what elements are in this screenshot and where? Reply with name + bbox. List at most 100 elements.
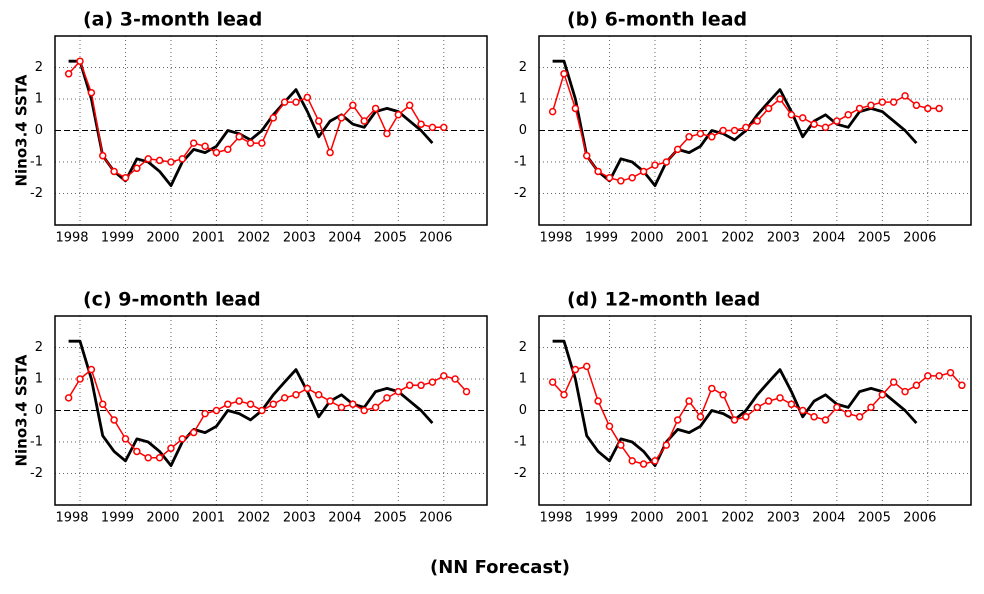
forecast-marker bbox=[201, 409, 209, 418]
forecast-marker bbox=[833, 403, 841, 412]
y-tick-label: 0 bbox=[519, 403, 527, 418]
forecast-marker bbox=[605, 174, 614, 182]
x-tick-label: 2006 bbox=[903, 231, 936, 246]
forecast-marker bbox=[337, 114, 346, 122]
forecast-marker bbox=[189, 428, 198, 437]
forecast-marker bbox=[571, 365, 580, 374]
forecast-marker bbox=[764, 104, 773, 113]
forecast-marker bbox=[417, 381, 425, 390]
y-tick-label: 0 bbox=[519, 123, 527, 138]
plot-frame bbox=[54, 35, 488, 226]
forecast-marker bbox=[314, 117, 323, 125]
forecast-marker bbox=[798, 406, 807, 415]
forecast-marker bbox=[212, 406, 221, 415]
forecast-marker bbox=[719, 126, 727, 135]
forecast-marker bbox=[428, 378, 437, 386]
forecast-marker bbox=[651, 161, 659, 169]
x-tick-label: 2001 bbox=[192, 231, 225, 246]
x-tick-label: 2002 bbox=[721, 511, 754, 526]
forecast-marker bbox=[383, 129, 391, 138]
forecast-marker bbox=[958, 381, 966, 390]
forecast-marker bbox=[167, 444, 175, 453]
x-tick-label: 2000 bbox=[146, 511, 179, 526]
x-tick-label: 1998 bbox=[55, 231, 88, 246]
forecast-marker bbox=[121, 174, 130, 182]
forecast-marker bbox=[571, 104, 580, 113]
forecast-marker bbox=[144, 155, 152, 163]
forecast-marker bbox=[269, 114, 278, 122]
x-tick-label: 2001 bbox=[676, 511, 709, 526]
forecast-marker bbox=[810, 120, 818, 128]
forecast-marker bbox=[326, 148, 334, 157]
y-tick-label: -2 bbox=[30, 186, 43, 201]
forecast-marker bbox=[628, 457, 636, 465]
forecast-marker bbox=[889, 98, 898, 106]
forecast-marker bbox=[189, 139, 198, 147]
forecast-marker bbox=[548, 107, 557, 116]
forecast-marker bbox=[912, 101, 921, 110]
forecast-marker bbox=[417, 120, 425, 128]
y-tick-label: 1 bbox=[519, 92, 527, 107]
panel-title: (c) 9-month lead bbox=[83, 289, 261, 311]
forecast-marker bbox=[753, 117, 762, 125]
plot-frame bbox=[538, 35, 972, 226]
y-tick-label: 2 bbox=[35, 60, 43, 75]
y-tick-label: 1 bbox=[519, 372, 527, 387]
forecast-marker bbox=[121, 435, 130, 443]
forecast-marker bbox=[696, 413, 705, 421]
forecast-marker bbox=[617, 177, 625, 185]
forecast-marker bbox=[303, 93, 312, 102]
x-tick-label: 2004 bbox=[812, 231, 845, 246]
x-tick-label: 1998 bbox=[539, 231, 572, 246]
y-tick-label: 0 bbox=[35, 403, 43, 418]
forecast-marker bbox=[639, 167, 648, 176]
forecast-marker bbox=[371, 403, 380, 412]
x-tick-label: 2004 bbox=[328, 511, 361, 526]
forecast-marker bbox=[617, 441, 625, 449]
forecast-marker bbox=[64, 394, 73, 402]
forecast-marker bbox=[280, 98, 289, 106]
y-tick-label: 2 bbox=[519, 60, 527, 75]
forecast-marker bbox=[855, 104, 864, 113]
forecast-marker bbox=[719, 391, 727, 399]
forecast-marker bbox=[787, 400, 796, 408]
x-tick-label: 2005 bbox=[374, 511, 407, 526]
forecast-marker bbox=[685, 397, 693, 405]
forecast-marker bbox=[133, 447, 141, 456]
forecast-marker bbox=[394, 111, 403, 119]
x-tick-label: 2002 bbox=[237, 231, 270, 246]
y-tick-label: 2 bbox=[35, 340, 43, 355]
forecast-marker bbox=[742, 413, 750, 421]
forecast-marker bbox=[742, 123, 750, 132]
y-axis-label: Nino3.4 SSTA bbox=[13, 74, 31, 186]
forecast-marker bbox=[844, 111, 852, 119]
forecast-marker bbox=[87, 88, 96, 97]
forecast-marker bbox=[582, 151, 591, 160]
forecast-marker bbox=[924, 372, 932, 380]
forecast-marker bbox=[582, 362, 591, 371]
forecast-marker bbox=[314, 391, 323, 399]
y-tick-label: -1 bbox=[30, 435, 43, 450]
forecast-marker bbox=[946, 368, 955, 377]
observed-line bbox=[552, 339, 918, 467]
forecast-marker bbox=[844, 409, 852, 418]
forecast-marker bbox=[451, 375, 459, 383]
x-tick-label: 1999 bbox=[101, 511, 134, 526]
forecast-marker bbox=[776, 394, 784, 402]
x-tick-label: 2001 bbox=[192, 511, 225, 526]
forecast-marker bbox=[258, 139, 266, 147]
y-tick-label: 1 bbox=[35, 92, 43, 107]
forecast-marker bbox=[878, 391, 887, 399]
x-tick-label: 1998 bbox=[539, 511, 572, 526]
y-tick-label: 0 bbox=[35, 123, 43, 138]
forecast-marker bbox=[651, 457, 659, 465]
x-tick-label: 1999 bbox=[585, 231, 618, 246]
forecast-marker bbox=[155, 454, 164, 462]
forecast-marker bbox=[269, 400, 278, 408]
x-tick-label: 2005 bbox=[858, 511, 891, 526]
forecast-marker bbox=[889, 378, 898, 386]
forecast-marker bbox=[371, 104, 380, 113]
forecast-marker bbox=[696, 129, 705, 138]
y-tick-label: 2 bbox=[519, 340, 527, 355]
